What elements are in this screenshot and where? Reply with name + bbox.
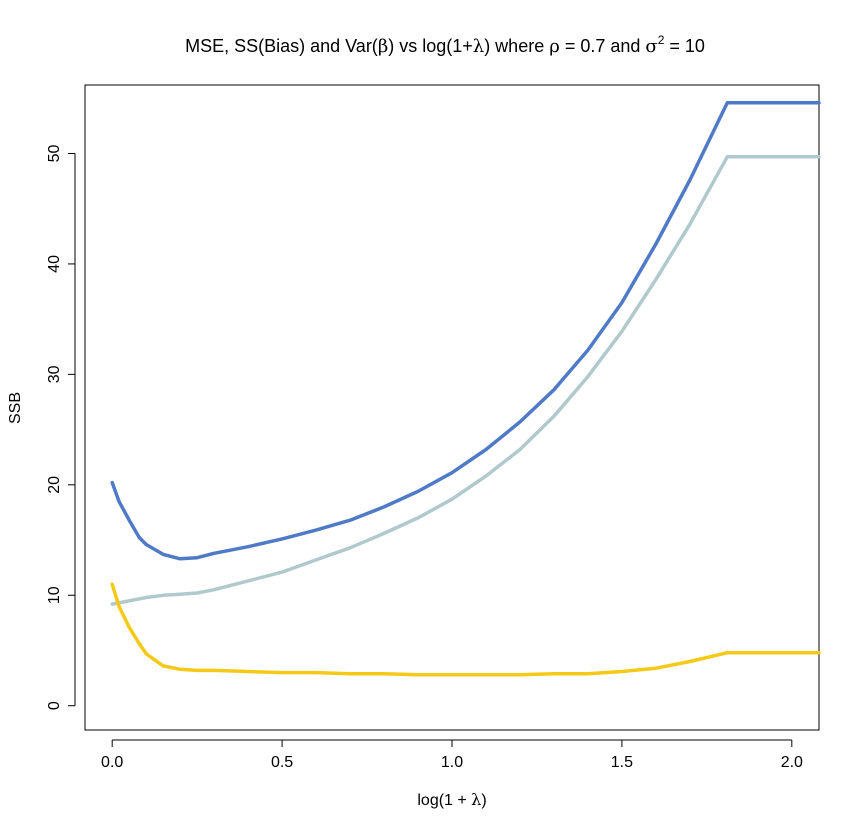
y-tick-label: 20 — [46, 476, 63, 494]
series-group — [110, 100, 821, 677]
y-axis-label: SSB — [7, 392, 24, 424]
series-line-2 — [110, 155, 821, 606]
plot-frame — [84, 84, 820, 731]
y-tick-label: 40 — [46, 255, 63, 273]
x-tick-label: 2.0 — [781, 754, 803, 771]
y-tick-label: 30 — [46, 365, 63, 383]
y-axis: 0 10 20 30 40 50 — [46, 144, 76, 710]
chart-title: MSE, SS(Bias) and Var(β) vs log(1+λ) whe… — [185, 33, 705, 57]
x-tick-label: 0.0 — [101, 754, 123, 771]
y-tick-label: 0 — [46, 701, 63, 710]
y-tick-label: 50 — [46, 144, 63, 162]
x-axis: 0.0 0.5 1.0 1.5 2.0 — [101, 739, 803, 771]
x-tick-label: 1.5 — [611, 754, 633, 771]
x-tick-label: 1.0 — [441, 754, 463, 771]
y-tick-label: 10 — [46, 586, 63, 604]
series-line-1 — [110, 100, 821, 561]
x-axis-label: log(1 + λ) — [417, 790, 486, 809]
x-tick-label: 0.5 — [271, 754, 293, 771]
series-line-3 — [110, 582, 821, 677]
